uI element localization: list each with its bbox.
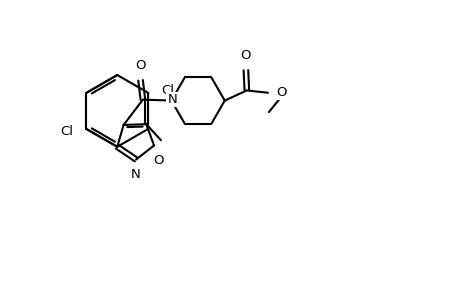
- Text: O: O: [240, 49, 251, 62]
- Text: O: O: [276, 86, 286, 99]
- Text: Cl: Cl: [60, 124, 73, 138]
- Text: Cl: Cl: [161, 84, 174, 97]
- Text: N: N: [167, 93, 177, 106]
- Text: O: O: [135, 59, 146, 72]
- Text: N: N: [130, 168, 140, 181]
- Text: O: O: [153, 154, 163, 167]
